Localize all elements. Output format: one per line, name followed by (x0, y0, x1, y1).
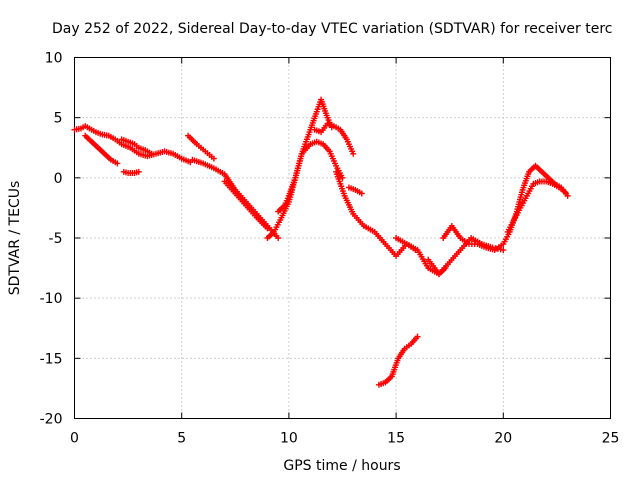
x-tick-label: 5 (177, 431, 186, 447)
data-point (264, 225, 271, 232)
x-tick-label: 25 (602, 431, 620, 447)
grid-lines (74, 57, 611, 419)
data-point (350, 150, 357, 157)
data-point (114, 160, 121, 167)
x-tick-label: 10 (280, 431, 298, 447)
y-axis-label: SDTVAR / TECUs (7, 181, 23, 296)
data-point (275, 235, 282, 241)
series-arc-o (440, 162, 571, 254)
series-arc-d (118, 136, 155, 157)
series-arc-g (221, 178, 271, 232)
x-tick-label: 20 (494, 431, 512, 447)
data-point (500, 247, 507, 254)
data-point (148, 150, 155, 157)
series-arc-f (185, 132, 217, 162)
series-arc-b (82, 132, 121, 167)
data-point (442, 265, 449, 272)
series-arc-p (504, 178, 569, 235)
y-tick-label: -15 (40, 351, 63, 367)
series-arc-c (120, 168, 142, 177)
y-tick-label: 10 (45, 51, 63, 67)
x-tick-label: 0 (70, 431, 79, 447)
series-arc-i (275, 96, 335, 215)
x-tick-label: 15 (387, 431, 405, 447)
series-arc-j (311, 120, 357, 157)
data-point (135, 168, 142, 175)
data-point (414, 333, 421, 340)
axis-ticks: 0 5 10 15 20 25 -20 -15 -10 -5 0 5 10 (40, 51, 620, 447)
series-arc-n (425, 256, 449, 278)
series-arc-h (264, 138, 346, 241)
data-points (71, 96, 571, 388)
y-tick-label: -20 (40, 412, 63, 428)
chart-title: Day 252 of 2022, Sidereal Day-to-day VTE… (52, 21, 612, 37)
series-arc-l (345, 184, 365, 197)
y-tick-label: 0 (54, 171, 63, 187)
data-point (562, 189, 569, 196)
data-point (564, 192, 571, 199)
series-arc-a (71, 123, 194, 166)
series-arc-q (375, 333, 421, 388)
data-point (358, 190, 365, 197)
data-point (412, 247, 419, 254)
y-tick-label: -5 (49, 231, 63, 247)
y-tick-label: 5 (54, 111, 63, 127)
data-point (210, 155, 217, 162)
series-arc-k (333, 168, 507, 278)
x-axis-label: GPS time / hours (283, 458, 400, 474)
series-arc-m (393, 235, 419, 254)
y-tick-label: -10 (40, 291, 63, 307)
data-point (339, 174, 346, 181)
